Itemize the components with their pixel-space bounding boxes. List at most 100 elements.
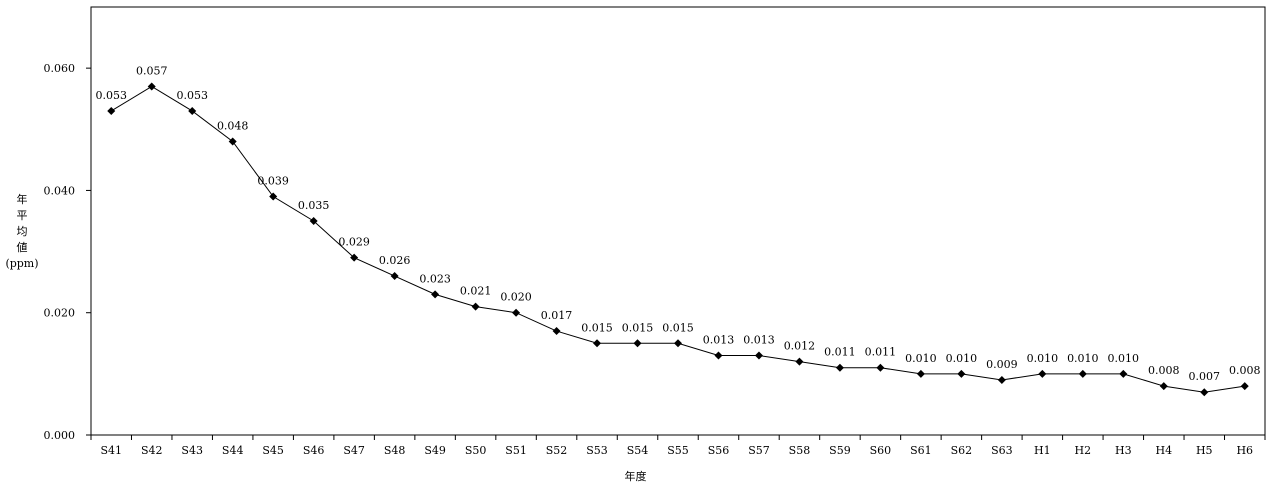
x-tick-label: S62 [951, 444, 973, 457]
x-tick-label: H2 [1075, 444, 1092, 457]
x-tick-label: S50 [465, 444, 487, 457]
data-point [754, 351, 763, 360]
data-point [309, 217, 318, 225]
data-point [593, 339, 602, 348]
y-axis-title-line: 均 [16, 225, 28, 238]
data-point [1119, 369, 1128, 378]
x-tick-label: S48 [384, 444, 406, 457]
x-tick-label: S53 [586, 444, 608, 457]
x-tick-label: S41 [100, 444, 122, 457]
x-tick-label: S57 [748, 444, 770, 457]
y-axis-title-line: 年 [16, 193, 28, 206]
data-point [1038, 369, 1047, 378]
x-tick-label: S51 [505, 444, 527, 457]
x-tick-label: S63 [991, 444, 1013, 457]
data-label: 0.011 [865, 346, 897, 359]
data-label: 0.023 [419, 272, 451, 285]
data-point [674, 339, 682, 348]
data-label: 0.057 [136, 64, 168, 77]
data-label: 0.035 [298, 199, 330, 212]
data-point [228, 137, 237, 146]
data-label: 0.013 [703, 334, 735, 347]
data-point [1200, 388, 1209, 397]
data-point [552, 327, 561, 336]
x-tick-label: S56 [708, 444, 730, 457]
data-point [188, 106, 197, 115]
x-tick-label: S45 [262, 444, 284, 457]
y-axis-title-line: 値 [16, 241, 28, 254]
x-tick-label: S55 [667, 444, 689, 457]
x-axis: S41 S42 S43 S44 S45 S46 S47 S48 S49 S50 S51 S52 S53 S… [90, 435, 1266, 457]
data-point [431, 290, 440, 299]
x-tick-label: S61 [910, 444, 932, 457]
data-label: 0.020 [500, 291, 532, 304]
x-tick-label: S46 [303, 444, 325, 457]
data-label: 0.010 [1027, 352, 1059, 365]
data-point [107, 106, 116, 115]
y-axis-title-line: (ppm) [5, 257, 39, 270]
x-tick-label: S42 [141, 444, 163, 457]
data-point [957, 369, 966, 378]
series-markers [107, 82, 1249, 397]
x-tick-label: S60 [870, 444, 892, 457]
x-axis-title: 年度 [624, 470, 647, 483]
x-tick-label: S59 [829, 444, 851, 457]
data-label: 0.021 [460, 285, 492, 298]
x-tick-label: S52 [546, 444, 568, 457]
data-point [1078, 369, 1087, 378]
y-axis-title-line: 平 [16, 209, 28, 222]
data-label: 0.015 [662, 321, 694, 334]
data-label: 0.010 [1067, 352, 1099, 365]
y-axis-title: 年 平 均 値 (ppm) [2, 192, 42, 272]
data-label: 0.015 [622, 321, 654, 334]
y-tick-label: 0.000 [44, 429, 76, 442]
x-tick-label: H1 [1034, 444, 1051, 457]
data-point [350, 253, 359, 262]
data-label: 0.029 [338, 236, 370, 249]
data-label: 0.013 [743, 334, 775, 347]
data-point [512, 308, 521, 317]
x-tick-label: S47 [343, 444, 365, 457]
data-label: 0.017 [541, 309, 573, 322]
data-point [795, 357, 804, 366]
data-point [916, 369, 925, 378]
data-label: 0.026 [379, 254, 411, 267]
data-label: 0.053 [95, 89, 127, 102]
data-label: 0.007 [1189, 370, 1221, 383]
data-label: 0.048 [217, 120, 249, 133]
data-point [390, 272, 399, 281]
y-axis: 0.000 0.020 0.040 0.060 [44, 62, 91, 442]
data-point [633, 339, 642, 348]
data-point [471, 302, 480, 311]
x-tick-label: H6 [1236, 444, 1253, 457]
data-point [1240, 382, 1249, 391]
data-point [876, 363, 885, 372]
x-tick-label: S58 [789, 444, 811, 457]
data-point [1159, 382, 1168, 391]
data-label: 0.010 [946, 352, 978, 365]
y-tick-label: 0.060 [44, 62, 76, 75]
data-label: 0.009 [986, 358, 1018, 371]
data-point [269, 192, 278, 201]
x-tick-label: S44 [222, 444, 244, 457]
data-label: 0.012 [784, 340, 816, 353]
data-label: 0.010 [1108, 352, 1140, 365]
x-tick-label: H4 [1155, 444, 1172, 457]
x-tick-label: H3 [1115, 444, 1132, 457]
data-label: 0.011 [824, 346, 856, 359]
data-point [147, 82, 156, 91]
data-label: 0.015 [581, 321, 613, 334]
data-label: 0.008 [1229, 364, 1261, 377]
data-label: 0.053 [176, 89, 208, 102]
data-point [714, 351, 723, 360]
x-tick-label: S43 [181, 444, 203, 457]
plot-area-frame [90, 6, 1266, 436]
data-label: 0.010 [905, 352, 937, 365]
data-label: 0.008 [1148, 364, 1180, 377]
x-tick-label: H5 [1196, 444, 1213, 457]
data-point [835, 363, 844, 372]
y-tick-label: 0.020 [44, 307, 76, 320]
x-tick-label: S54 [627, 444, 649, 457]
data-labels: 0.053 0.057 0.053 0.048 0.039 0.035 0.029 0.026… [95, 64, 1260, 383]
